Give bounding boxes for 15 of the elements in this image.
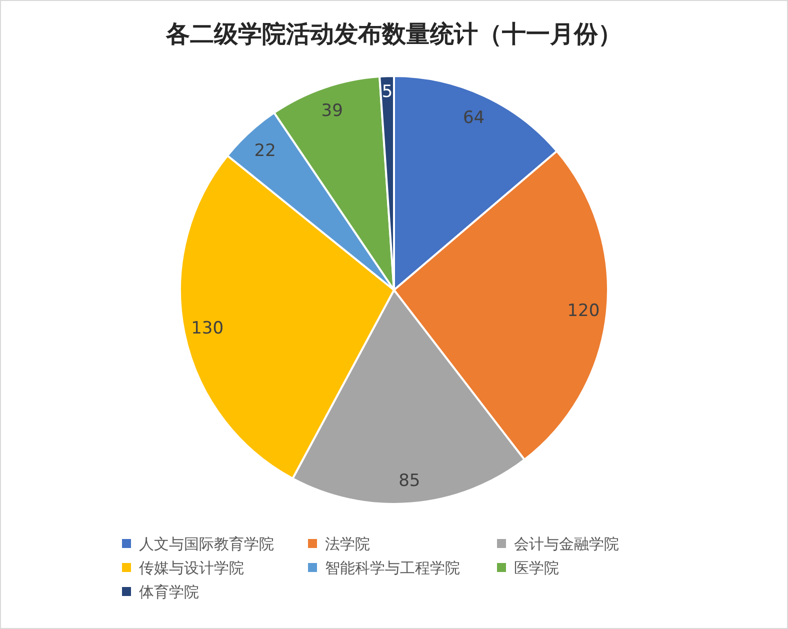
- data-label: 39: [321, 100, 343, 121]
- legend-label: 传媒与设计学院: [139, 559, 244, 577]
- legend-label: 智能科学与工程学院: [325, 559, 460, 577]
- data-label: 85: [398, 470, 420, 491]
- legend-label: 人文与国际教育学院: [139, 535, 274, 553]
- legend-label: 会计与金融学院: [514, 535, 619, 553]
- data-label: 5: [382, 82, 393, 102]
- legend-label: 法学院: [325, 535, 370, 553]
- data-label: 22: [254, 140, 276, 161]
- data-label: 130: [191, 318, 224, 339]
- legend-label: 体育学院: [139, 583, 199, 601]
- data-label: 64: [462, 108, 485, 128]
- chart-title: 各二级学院活动发布数量统计（十一月份）: [165, 20, 622, 48]
- legend-label: 医学院: [514, 559, 559, 577]
- data-label: 120: [567, 300, 600, 321]
